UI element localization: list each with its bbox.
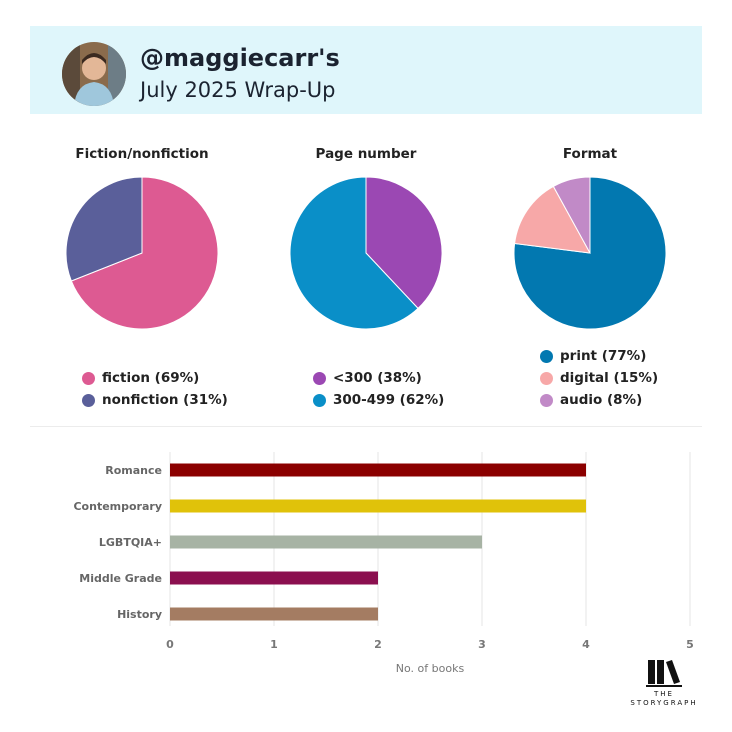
x-tick-label: 1 [270,638,278,651]
x-tick-label: 3 [478,638,486,651]
pie-title: Page number [315,146,417,162]
legend-dot [313,394,326,407]
pie-title: Format [562,146,618,162]
genre-bar-chart: 0 1 2 3 4 5 Romance Contemporary LGBTQIA+ Middle … [73,452,694,675]
section-divider [30,426,702,427]
pie-slice [70,176,219,330]
legend-dot [540,394,553,407]
legend-dot [313,372,326,385]
pie-title: Fiction/nonfiction [75,146,209,162]
username-handle: @maggiecarr's [140,44,340,72]
legend-label: <300 (38%) [333,370,422,386]
avatar[interactable] [62,42,126,106]
bar [170,463,586,477]
x-tick-label: 0 [166,638,174,651]
category-label: LGBTQIA+ [99,536,162,549]
header-banner: @maggiecarr's July 2025 Wrap-Up [30,26,702,114]
bar [170,535,482,549]
pie-chart-format: Format print (77%) digital (15%) audio (… [480,146,700,416]
legend-label: fiction (69%) [102,370,200,386]
legend-label: print (77%) [560,348,647,364]
pie-slice [65,176,143,282]
pie-slice [514,185,591,254]
bar [170,571,378,585]
category-label: Romance [105,464,162,477]
legend-dot [540,350,553,363]
pie-slice [552,176,591,254]
x-tick-label: 4 [582,638,590,651]
books-icon [646,660,682,687]
logo-text-storygraph: STORYGRAPH [630,699,698,707]
pie-chart-fiction: Fiction/nonfiction fiction (69%) nonfict… [32,146,252,416]
pie-slice [513,176,667,330]
legend-dot [82,372,95,385]
legend-label: 300-499 (62%) [333,392,445,408]
pie-slice [365,176,443,310]
storygraph-logo: THE STORYGRAPH [624,658,704,710]
legend-label: digital (15%) [560,370,659,386]
logo-text-the: THE [654,690,674,698]
legend-label: audio (8%) [560,392,643,408]
x-axis-label: No. of books [396,662,465,675]
bar [170,607,378,621]
legend-dot [540,372,553,385]
wrap-up-title: July 2025 Wrap-Up [140,78,336,102]
pie-svg [289,176,443,330]
pie-svg [65,176,219,330]
legend-label: nonfiction (31%) [102,392,228,408]
category-label: History [117,608,162,621]
bar [170,499,586,513]
x-tick-label: 2 [374,638,382,651]
avatar-image [62,42,126,106]
pie-chart-page-number: Page number <300 (38%) 300-499 (62%) [256,146,476,416]
pie-slice [289,176,419,330]
pie-svg [513,176,667,330]
x-tick-label: 5 [686,638,694,651]
category-label: Middle Grade [79,572,162,585]
legend-dot [82,394,95,407]
category-label: Contemporary [73,500,162,513]
